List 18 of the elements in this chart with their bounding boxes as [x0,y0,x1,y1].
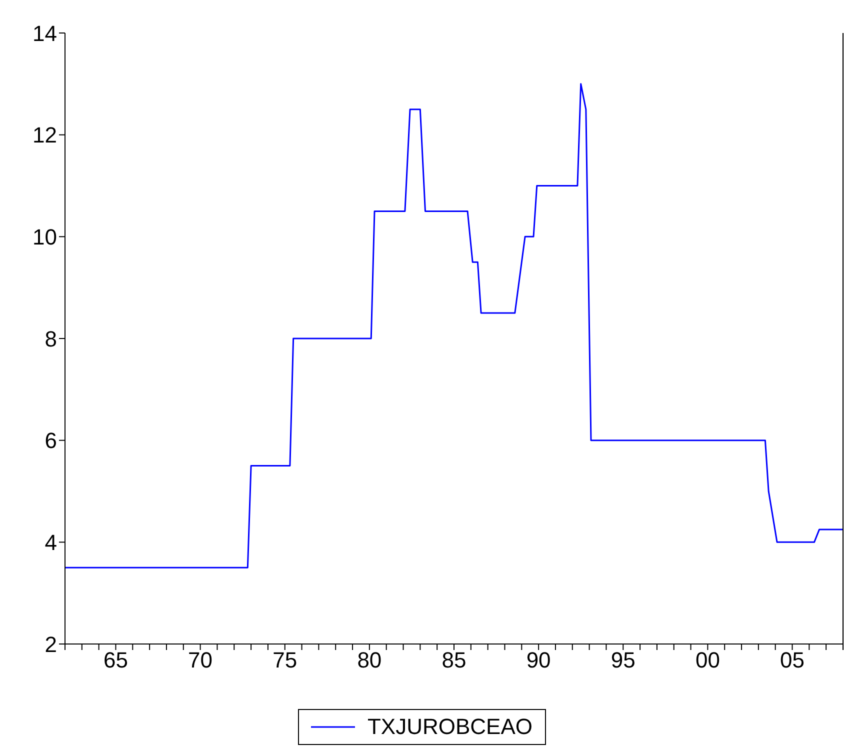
y-tick-label: 2 [44,632,57,657]
x-tick-label: 95 [610,648,636,673]
x-tick-label: 00 [695,648,720,673]
y-tick-label: 6 [44,428,57,454]
y-tick-label: 12 [32,122,57,148]
x-tick-label: 75 [272,648,298,673]
x-tick-label: 90 [526,648,551,673]
y-tick-label: 14 [32,20,57,46]
x-tick-label: 65 [103,648,128,673]
y-tick-label: 4 [44,530,57,555]
line-series [65,83,843,568]
y-tick-label: 8 [44,326,57,352]
x-tick-label: 70 [188,648,213,673]
legend-label: TXJUROBCEAO [367,714,533,740]
x-tick-label: 85 [442,648,466,673]
x-tick-label: 05 [780,648,805,673]
y-tick-label: 10 [32,224,57,250]
x-tick-label: 80 [357,648,382,673]
